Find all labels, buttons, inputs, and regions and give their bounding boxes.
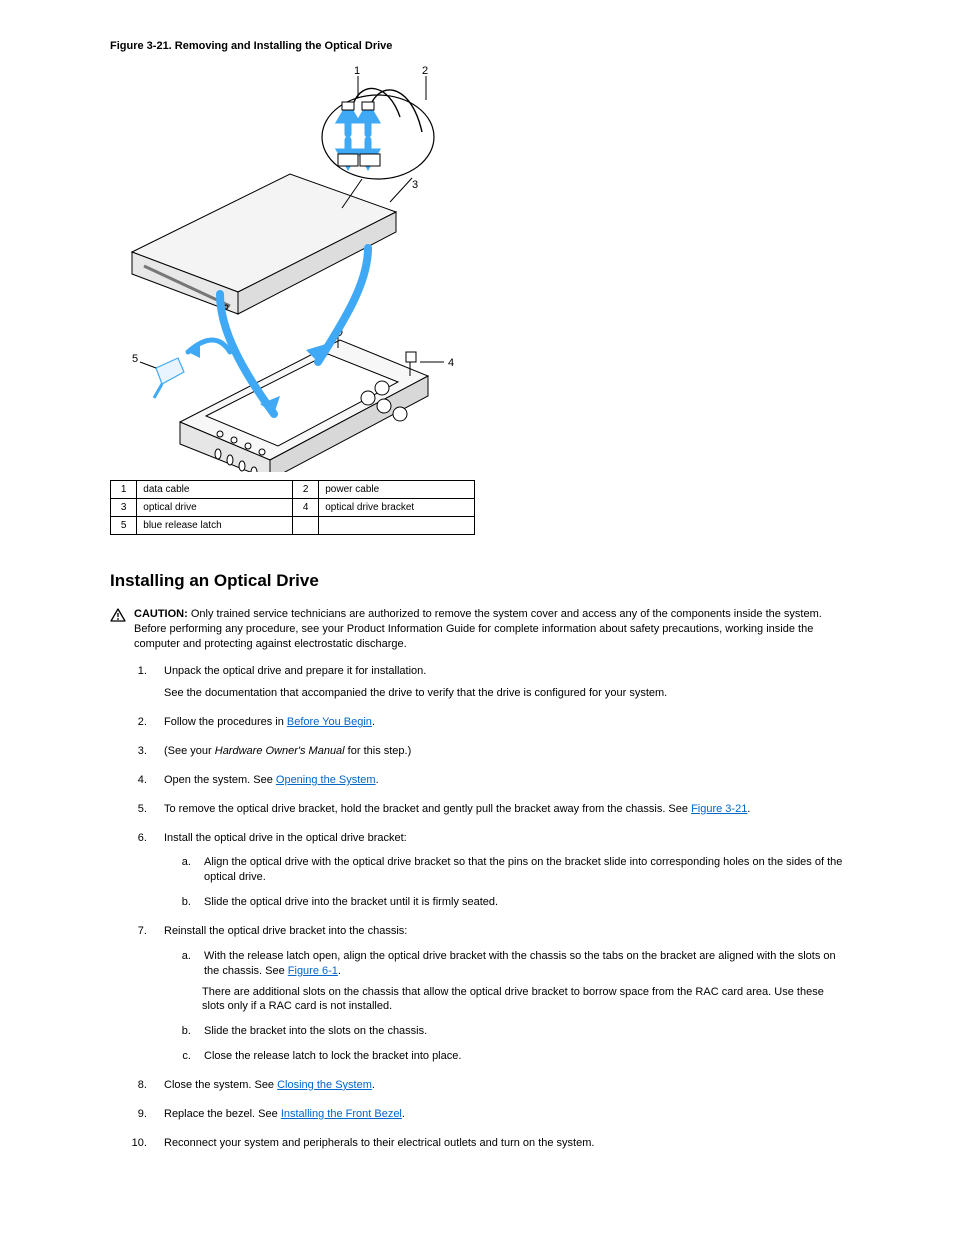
step-text: Replace the bezel. See — [164, 1108, 281, 1120]
step-2: Follow the procedures in Before You Begi… — [150, 715, 844, 730]
caution-label: CAUTION: — [134, 608, 188, 620]
optical-drive-diagram: 1 2 3 4 5 — [110, 62, 844, 472]
step-text: . — [372, 716, 375, 728]
step-3: (See your Hardware Owner's Manual for th… — [150, 744, 844, 759]
label-3: 3 — [412, 179, 418, 191]
step-8: Close the system. See Closing the System… — [150, 1078, 844, 1093]
step-9: Replace the bezel. See Installing the Fr… — [150, 1107, 844, 1122]
label-2: 2 — [422, 65, 428, 77]
step-1: Unpack the optical drive and prepare it … — [150, 664, 844, 702]
label-5: 5 — [132, 353, 138, 365]
step-text: Open the system. See — [164, 774, 276, 786]
table-row: 3 optical drive 4 optical drive bracket — [111, 499, 475, 517]
step-7: Reinstall the optical drive bracket into… — [150, 924, 844, 1064]
step-6a: Align the optical drive with the optical… — [194, 855, 844, 885]
caution-text: CAUTION: Only trained service technician… — [134, 607, 844, 652]
step-text: . — [338, 965, 341, 977]
legend-num: 5 — [111, 517, 137, 535]
step-text: . — [376, 774, 379, 786]
step-text: Unpack the optical drive and prepare it … — [164, 665, 426, 677]
table-row: 1 data cable 2 power cable — [111, 481, 475, 499]
label-4: 4 — [448, 357, 454, 369]
legend-num: 2 — [292, 481, 318, 499]
substeps-6: Align the optical drive with the optical… — [164, 855, 844, 910]
legend-label: power cable — [319, 481, 475, 499]
table-row: 5 blue release latch — [111, 517, 475, 535]
step-text: Reinstall the optical drive bracket into… — [164, 925, 407, 937]
page: Figure 3-21. Removing and Installing the… — [0, 0, 954, 1224]
step-6b: Slide the optical drive into the bracket… — [194, 895, 844, 910]
step-text-italic: Hardware Owner's Manual — [215, 745, 345, 757]
legend-label: data cable — [137, 481, 293, 499]
diagram-svg: 1 2 3 4 5 — [110, 62, 470, 472]
closing-system-link[interactable]: Closing the System — [277, 1079, 372, 1091]
step-text: . — [747, 803, 750, 815]
legend-label: optical drive — [137, 499, 293, 517]
figure-6-1-link[interactable]: Figure 6-1 — [288, 965, 338, 977]
caution-icon — [110, 608, 126, 625]
figure-3-21-link[interactable]: Figure 3-21 — [691, 803, 747, 815]
step-text: for this step.) — [345, 745, 412, 757]
legend-num: 1 — [111, 481, 137, 499]
step-note: There are additional slots on the chassi… — [202, 985, 844, 1015]
caution-block: CAUTION: Only trained service technician… — [110, 607, 844, 652]
step-text: Close the system. See — [164, 1079, 277, 1091]
legend-label: optical drive bracket — [319, 499, 475, 517]
step-4: Open the system. See Opening the System. — [150, 773, 844, 788]
steps-list: Unpack the optical drive and prepare it … — [110, 664, 844, 1151]
step-text: Follow the procedures in — [164, 716, 287, 728]
step-text: Install the optical drive in the optical… — [164, 832, 407, 844]
legend-label — [319, 517, 475, 535]
step-7b: Slide the bracket into the slots on the … — [194, 1024, 844, 1039]
before-you-begin-link[interactable]: Before You Begin — [287, 716, 372, 728]
step-text: . — [402, 1108, 405, 1120]
step-text: (See your — [164, 745, 215, 757]
step-6: Install the optical drive in the optical… — [150, 831, 844, 910]
figure-caption: Figure 3-21. Removing and Installing the… — [110, 40, 844, 52]
step-5: To remove the optical drive bracket, hol… — [150, 802, 844, 817]
legend-label: blue release latch — [137, 517, 293, 535]
step-7c: Close the release latch to lock the brac… — [194, 1049, 844, 1064]
section-heading: Installing an Optical Drive — [110, 571, 844, 591]
legend-num: 3 — [111, 499, 137, 517]
caution-body: Only trained service technicians are aut… — [134, 608, 822, 650]
opening-system-link[interactable]: Opening the System — [276, 774, 376, 786]
label-1: 1 — [354, 65, 360, 77]
legend-table: 1 data cable 2 power cable 3 optical dri… — [110, 480, 475, 535]
installing-front-bezel-link[interactable]: Installing the Front Bezel — [281, 1108, 402, 1120]
substeps-7: With the release latch open, align the o… — [164, 949, 844, 1064]
step-text: . — [372, 1079, 375, 1091]
step-7a: With the release latch open, align the o… — [194, 949, 844, 1014]
step-text: See the documentation that accompanied t… — [164, 686, 844, 701]
legend-num: 4 — [292, 499, 318, 517]
step-text: To remove the optical drive bracket, hol… — [164, 803, 691, 815]
legend-num — [292, 517, 318, 535]
step-10: Reconnect your system and peripherals to… — [150, 1136, 844, 1151]
